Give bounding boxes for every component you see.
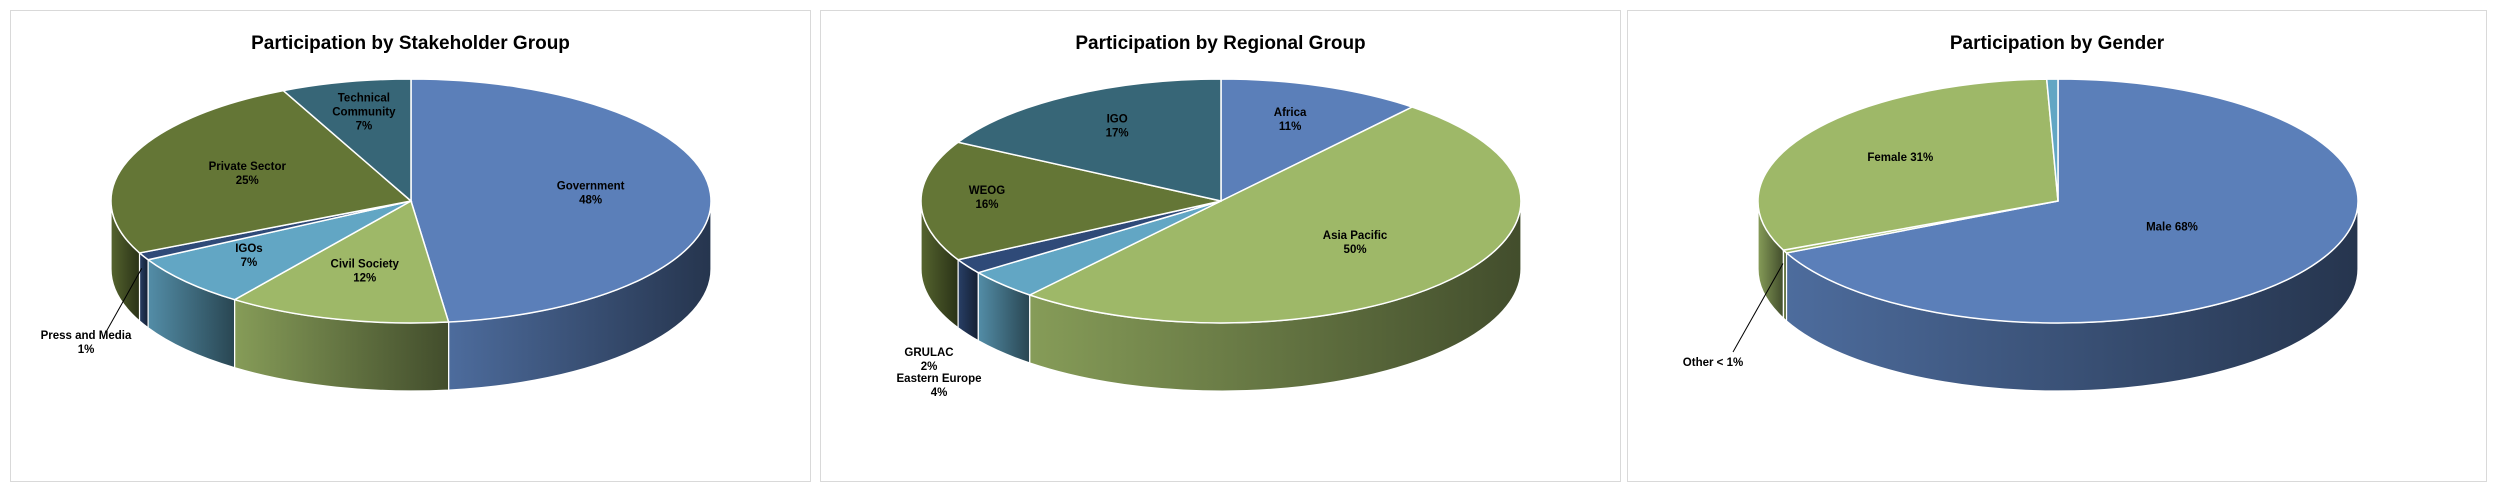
leader-line (1732, 263, 1784, 353)
chart-panel-gender: Participation by Gender Male 68% Other < … (1627, 10, 2487, 482)
pie-side-grulac (957, 258, 979, 342)
pie-slice-asia-pacific (1027, 106, 1522, 324)
data-label-technical-community: Technical Community 7% (332, 92, 396, 132)
chart-panel-stakeholder: Participation by Stakeholder Group Gover… (10, 10, 811, 482)
data-label-civil-society: Civil Society 12% (331, 258, 400, 284)
data-label-private-sector: Private Sector 25% (209, 161, 287, 187)
pie-chart-regional: Africa 11% Asia Pacific 50% Eastern Europe 4%… (897, 78, 1522, 399)
data-label-grulac: GRULAC 2% (904, 347, 953, 373)
chart-title: Participation by Regional Group (1075, 33, 1366, 54)
data-label-igo: IGO 17% (1106, 114, 1129, 140)
data-label-government: Government 48% (557, 180, 625, 206)
pie-slice-male (1784, 78, 2359, 324)
data-label-asia-pacific: Asia Pacific 50% (1323, 230, 1388, 256)
pie-slice-other (2045, 78, 2059, 202)
data-label-weog: WEOG 16% (969, 185, 1005, 211)
pie-slice-weog (920, 141, 1222, 261)
pie-slice-igo (956, 78, 1222, 202)
data-label-press-and-media: Press and Media 1% (41, 330, 132, 356)
pie-slice-igos (146, 200, 412, 301)
pie-slice-technical-community (281, 78, 412, 203)
data-label-male: Male 68% (2146, 221, 2198, 233)
data-label-female: Female 31% (1867, 152, 1933, 164)
pie-chart-stakeholder: Government 48% Civil Society 12% IGOs 7% Press… (41, 78, 712, 392)
pie-slice-civil-society (232, 199, 450, 324)
pie-slice-africa (1220, 78, 1415, 203)
data-label-other: Other < 1% (1683, 357, 1743, 369)
chart-panel-regional: Participation by Regional Group Africa 11… (820, 10, 1621, 482)
pie-side-press-and-media (138, 251, 149, 329)
data-label-eastern-europe: Eastern Europe 4% (897, 373, 982, 399)
leader-line (105, 268, 143, 333)
data-label-africa: Africa 11% (1274, 107, 1307, 133)
pie-slice-private-sector (110, 89, 413, 254)
pie-chart-gender: Male 68% Other < 1% Female 31% (1683, 78, 2359, 392)
data-label-igos: IGOs 7% (235, 243, 262, 269)
chart-title: Participation by Gender (1949, 33, 2165, 54)
chart-title: Participation by Stakeholder Group (251, 33, 570, 54)
pie-slice-female (1757, 78, 2059, 251)
pie-slice-government (410, 78, 712, 323)
